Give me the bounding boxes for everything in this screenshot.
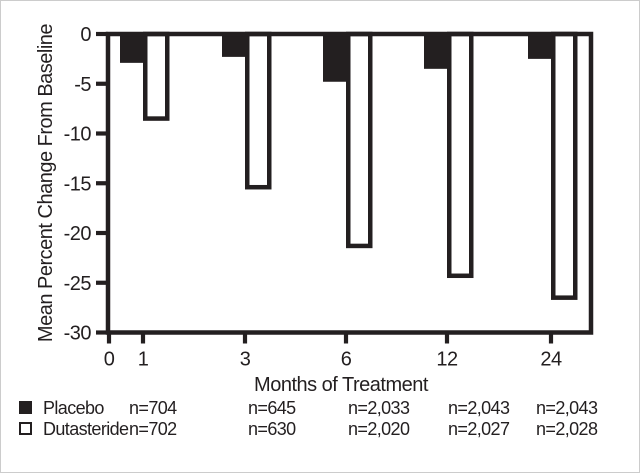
legend-row-placebo: Placebo n=704 n=645 n=2,033 n=2,043 n=2,… <box>1 398 639 419</box>
placebo-n-month-3: n=645 <box>248 398 296 418</box>
y-tick-label--20: -20 <box>64 223 92 245</box>
placebo-bar-month-3 <box>222 34 245 57</box>
dutasteride-bar-month-12 <box>447 31 474 279</box>
x-tick-label-6: 6 <box>341 349 352 371</box>
bars-group <box>120 31 578 300</box>
legend-label-placebo: Placebo <box>43 398 104 418</box>
placebo-swatch-icon <box>19 401 32 414</box>
x-tick-label-0: 0 <box>104 349 115 371</box>
y-axis-title: Mean Percent Change From Baseline <box>35 24 57 342</box>
axes-group: 0 -5 -10 -15 -20 -25 -30 0 1 3 6 12 24 <box>64 24 594 371</box>
dutasteride-bar-month-3 <box>245 31 272 190</box>
dutasteride-n-month-1: n=702 <box>129 419 177 439</box>
placebo-bar-month-24 <box>528 34 551 59</box>
y-tick-label-0: 0 <box>80 24 91 46</box>
dutasteride-n-month-3: n=630 <box>248 419 296 439</box>
dutasteride-n-month-6: n=2,020 <box>348 419 410 439</box>
dutasteride-bar-month-24 <box>551 31 578 300</box>
placebo-bar-month-12 <box>424 34 447 69</box>
placebo-n-month-24: n=2,043 <box>536 398 598 418</box>
placebo-n-month-1: n=704 <box>129 398 177 418</box>
y-tick-label--5: -5 <box>74 74 91 96</box>
y-tick-label--25: -25 <box>64 273 92 295</box>
plot-frame <box>105 31 594 335</box>
x-tick-label-3: 3 <box>240 349 251 371</box>
legend-label-dutasteride: Dutasteride <box>43 419 129 439</box>
dutasteride-bar-month-6 <box>346 31 373 249</box>
y-tick-label--10: -10 <box>64 124 92 146</box>
placebo-bar-month-6 <box>323 34 346 82</box>
placebo-n-month-12: n=2,043 <box>448 398 510 418</box>
x-tick-label-24: 24 <box>540 349 562 371</box>
x-axis-title: Months of Treatment <box>254 374 429 396</box>
dutasteride-bar-month-1 <box>143 31 170 121</box>
y-tick-label--30: -30 <box>64 323 92 345</box>
dutasteride-swatch-icon <box>19 422 32 435</box>
x-tick-label-1: 1 <box>138 349 149 371</box>
x-tick-label-12: 12 <box>436 349 458 371</box>
dutasteride-n-month-12: n=2,027 <box>448 419 510 439</box>
bar-chart: 0 -5 -10 -15 -20 -25 -30 0 1 3 6 12 24 Mean Percent … <box>35 24 594 396</box>
legend-row-dutasteride: Dutasteride n=702 n=630 n=2,020 n=2,027 … <box>1 419 639 440</box>
y-tick-label--15: -15 <box>64 173 92 195</box>
placebo-n-month-6: n=2,033 <box>348 398 410 418</box>
placebo-bar-month-1 <box>120 34 143 63</box>
dutasteride-n-month-24: n=2,028 <box>536 419 598 439</box>
